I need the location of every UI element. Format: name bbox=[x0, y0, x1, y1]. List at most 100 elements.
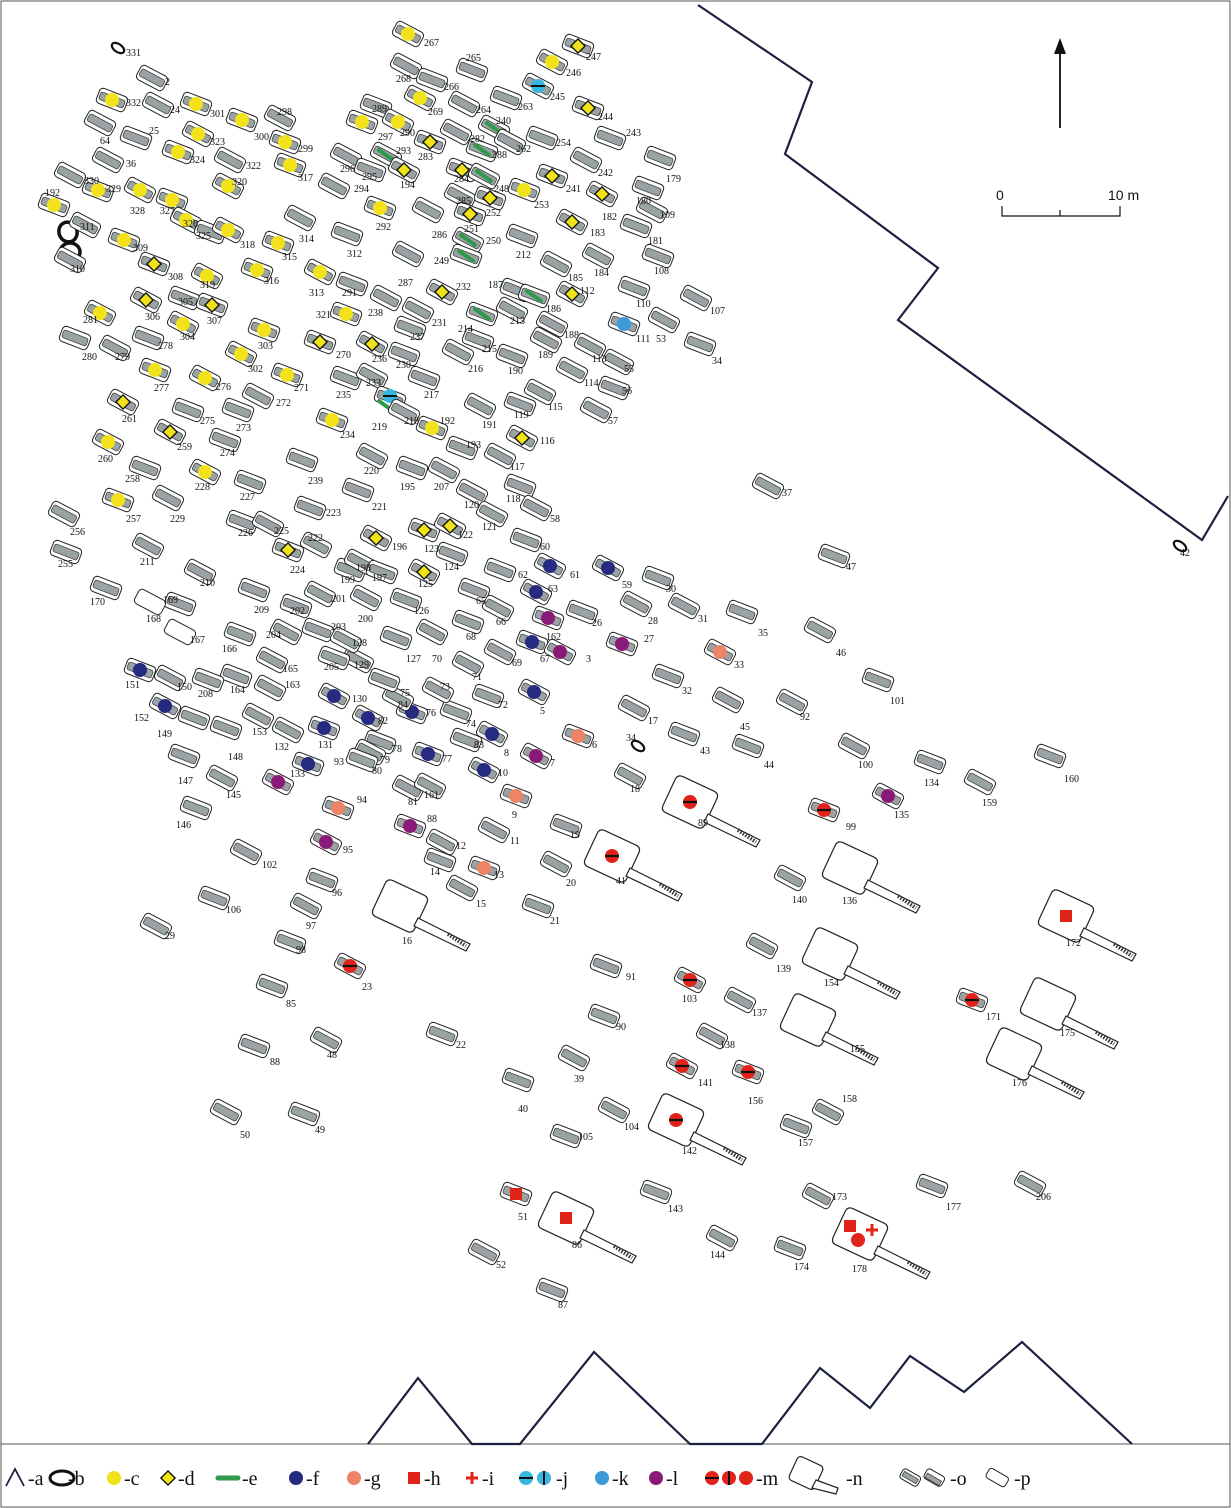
grave-188 bbox=[535, 310, 569, 338]
grave-233 bbox=[355, 362, 389, 390]
grave-label: 82 bbox=[378, 716, 388, 727]
grave-130 bbox=[317, 682, 351, 710]
grave-label: 293 bbox=[396, 146, 411, 157]
grave-label: 119 bbox=[514, 410, 529, 421]
grave-label: 186 bbox=[546, 304, 561, 315]
grave-331 bbox=[110, 41, 126, 55]
grave-label: 104 bbox=[624, 1122, 639, 1133]
scale-zero-label: 0 bbox=[996, 187, 1004, 203]
grave-label: 294 bbox=[354, 184, 369, 195]
grave-56 bbox=[597, 375, 631, 401]
grave-69 bbox=[483, 638, 517, 666]
grave-label: 77 bbox=[442, 754, 452, 765]
grave-261 bbox=[106, 388, 140, 416]
grave-171 bbox=[955, 987, 989, 1013]
grave-110 bbox=[617, 275, 651, 301]
grave-308 bbox=[137, 251, 171, 277]
grave-277 bbox=[138, 357, 172, 383]
grave-26 bbox=[565, 599, 599, 625]
grave-307 bbox=[195, 292, 229, 318]
grave-39 bbox=[557, 1044, 591, 1072]
grave-245 bbox=[521, 72, 555, 100]
grave-155 bbox=[779, 993, 879, 1066]
grave-283 bbox=[413, 129, 447, 155]
grave-210 bbox=[183, 558, 217, 586]
grave-232 bbox=[425, 278, 459, 306]
grave-46 bbox=[803, 616, 837, 644]
grave-266 bbox=[415, 67, 449, 93]
grave-58 bbox=[519, 494, 553, 522]
grave-203 bbox=[301, 617, 335, 643]
cyan-split-dot-icon bbox=[519, 1471, 551, 1485]
grave-label: 323 bbox=[210, 137, 225, 148]
grave-label: 81 bbox=[408, 797, 418, 808]
grave-label: 273 bbox=[236, 423, 251, 434]
grave-label: 74 bbox=[466, 719, 476, 730]
legend-item-d: -d bbox=[159, 1468, 195, 1490]
grave-136 bbox=[821, 841, 921, 914]
grave-72 bbox=[471, 683, 505, 709]
grave-label: 295 bbox=[362, 172, 377, 183]
grave-7 bbox=[519, 742, 553, 770]
grave-60 bbox=[509, 527, 543, 553]
grave-label: 64 bbox=[100, 136, 110, 147]
grave-193 bbox=[445, 435, 479, 461]
grave-253 bbox=[507, 177, 541, 203]
grave-label: 260 bbox=[98, 454, 113, 465]
grave-221 bbox=[341, 477, 375, 503]
grave-135 bbox=[871, 782, 905, 810]
grave-label: 18 bbox=[630, 784, 640, 795]
red-split-dot-icon bbox=[705, 1471, 753, 1485]
legend-label-h: -h bbox=[424, 1468, 441, 1490]
grave-label: 130 bbox=[352, 694, 367, 705]
grave-label: 322 bbox=[246, 161, 261, 172]
grave-138 bbox=[695, 1022, 729, 1050]
grave-98 bbox=[273, 929, 307, 955]
grave-88 bbox=[393, 813, 427, 839]
grave-11 bbox=[477, 816, 511, 844]
grave-74 bbox=[439, 699, 473, 725]
grave-label: 52 bbox=[496, 1260, 506, 1271]
grave-label: 296 bbox=[340, 164, 355, 175]
grave-151 bbox=[123, 657, 157, 683]
grave-label: 112 bbox=[580, 286, 595, 297]
grave-162 bbox=[531, 605, 565, 631]
grave-label: 148 bbox=[228, 752, 243, 763]
grave-152 bbox=[148, 692, 182, 720]
grave-label: 222 bbox=[308, 533, 323, 544]
grave-214 bbox=[465, 301, 499, 327]
grave-label: 220 bbox=[364, 466, 379, 477]
grave-label: 78 bbox=[392, 744, 402, 755]
grave-label: 325 bbox=[196, 231, 211, 242]
grave-label: 300 bbox=[254, 132, 269, 143]
grave-6 bbox=[561, 723, 595, 749]
grave-23 bbox=[333, 952, 367, 980]
grave-2 bbox=[135, 64, 169, 92]
grave-316 bbox=[240, 257, 274, 283]
grave-label: 255 bbox=[58, 559, 73, 570]
grave-label: 84 bbox=[398, 700, 408, 711]
grave-52 bbox=[467, 1238, 501, 1266]
grave-label: 241 bbox=[566, 184, 581, 195]
grave-132 bbox=[271, 716, 305, 744]
grave-263 bbox=[489, 85, 523, 111]
grave-label: 73 bbox=[440, 682, 450, 693]
grave-label: 199 bbox=[340, 575, 355, 586]
graves-layer bbox=[37, 20, 1188, 1303]
grave-33 bbox=[703, 638, 737, 666]
grave-309 bbox=[107, 227, 141, 253]
grave-149 bbox=[177, 705, 211, 731]
legend-label-o: -o bbox=[950, 1468, 967, 1490]
grave-314 bbox=[283, 204, 317, 232]
grave-29 bbox=[139, 912, 173, 940]
grave-273 bbox=[221, 397, 255, 423]
grave-label: 131 bbox=[318, 740, 333, 751]
grave-label: 332 bbox=[126, 98, 141, 109]
grave-180 bbox=[631, 175, 665, 201]
grave-328 bbox=[123, 176, 157, 204]
grave-label: 212 bbox=[516, 250, 531, 261]
grave-275 bbox=[171, 397, 205, 423]
legend-item-g: -g bbox=[347, 1468, 381, 1490]
legend-item-j: -j bbox=[519, 1468, 568, 1490]
